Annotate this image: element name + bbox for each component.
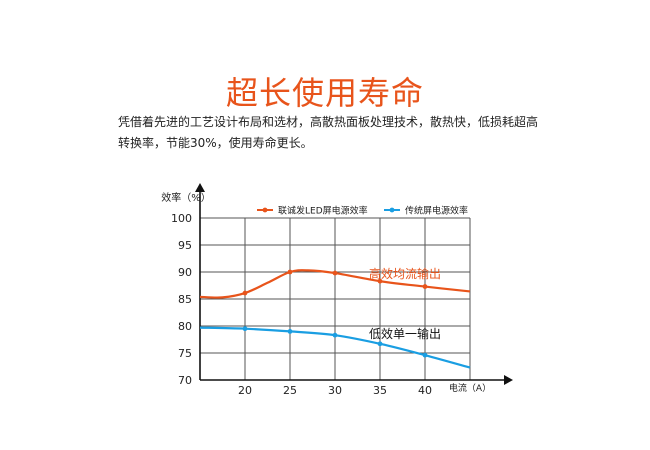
legend-label-1: 联诚发LED屏电源效率 (278, 205, 368, 217)
series-point-1 (422, 284, 428, 289)
y-tick-label: 70 (178, 374, 192, 387)
chart-axes (195, 183, 513, 385)
x-axis-arrow (504, 375, 513, 385)
series-point-2 (242, 326, 248, 332)
series-point-2 (377, 341, 383, 347)
x-tick-label: 30 (328, 384, 342, 397)
y-tick-label: 80 (178, 320, 192, 333)
description-text: 凭借着先进的工艺设计布局和选材，高散热面板处理技术，散热快，低损耗超高转换率，节… (118, 115, 539, 150)
series-point-1 (332, 270, 338, 276)
series-point-2 (422, 352, 428, 358)
legend-marker-2 (389, 207, 395, 213)
series-point-1 (242, 290, 248, 296)
x-tick-label: 25 (283, 384, 297, 397)
chart-legend: 联诚发LED屏电源效率 传统屏电源效率 (257, 205, 468, 217)
series-point-1 (377, 278, 383, 284)
series-point-2 (332, 332, 338, 338)
y-tick-label: 100 (171, 212, 192, 225)
series-point-2 (287, 329, 293, 334)
page-title: 超长使用寿命 (225, 74, 424, 112)
legend-label-2: 传统屏电源效率 (405, 205, 468, 217)
chart-series (199, 269, 471, 369)
series-annotation-1: 高效均流输出 (369, 266, 441, 281)
y-tick-label: 95 (178, 239, 192, 252)
y-tick-label: 90 (178, 266, 192, 279)
y-tick-label: 75 (178, 347, 192, 360)
series-line-1 (199, 269, 471, 299)
y-axis-title: 效率（%） (161, 191, 211, 204)
x-tick-label: 40 (418, 384, 432, 397)
series-point-1 (287, 269, 293, 275)
x-axis-title: 电流（A） (449, 382, 491, 394)
x-tick-label: 20 (238, 384, 252, 397)
chart-ticks: 70 75 80 85 90 95 100 20 25 30 35 40 (171, 212, 432, 397)
y-tick-label: 85 (178, 293, 192, 306)
y-axis-arrow (195, 183, 205, 192)
x-tick-label: 35 (373, 384, 387, 397)
legend-marker-1 (262, 207, 268, 213)
series-annotation-2: 低效单一输出 (369, 326, 441, 341)
